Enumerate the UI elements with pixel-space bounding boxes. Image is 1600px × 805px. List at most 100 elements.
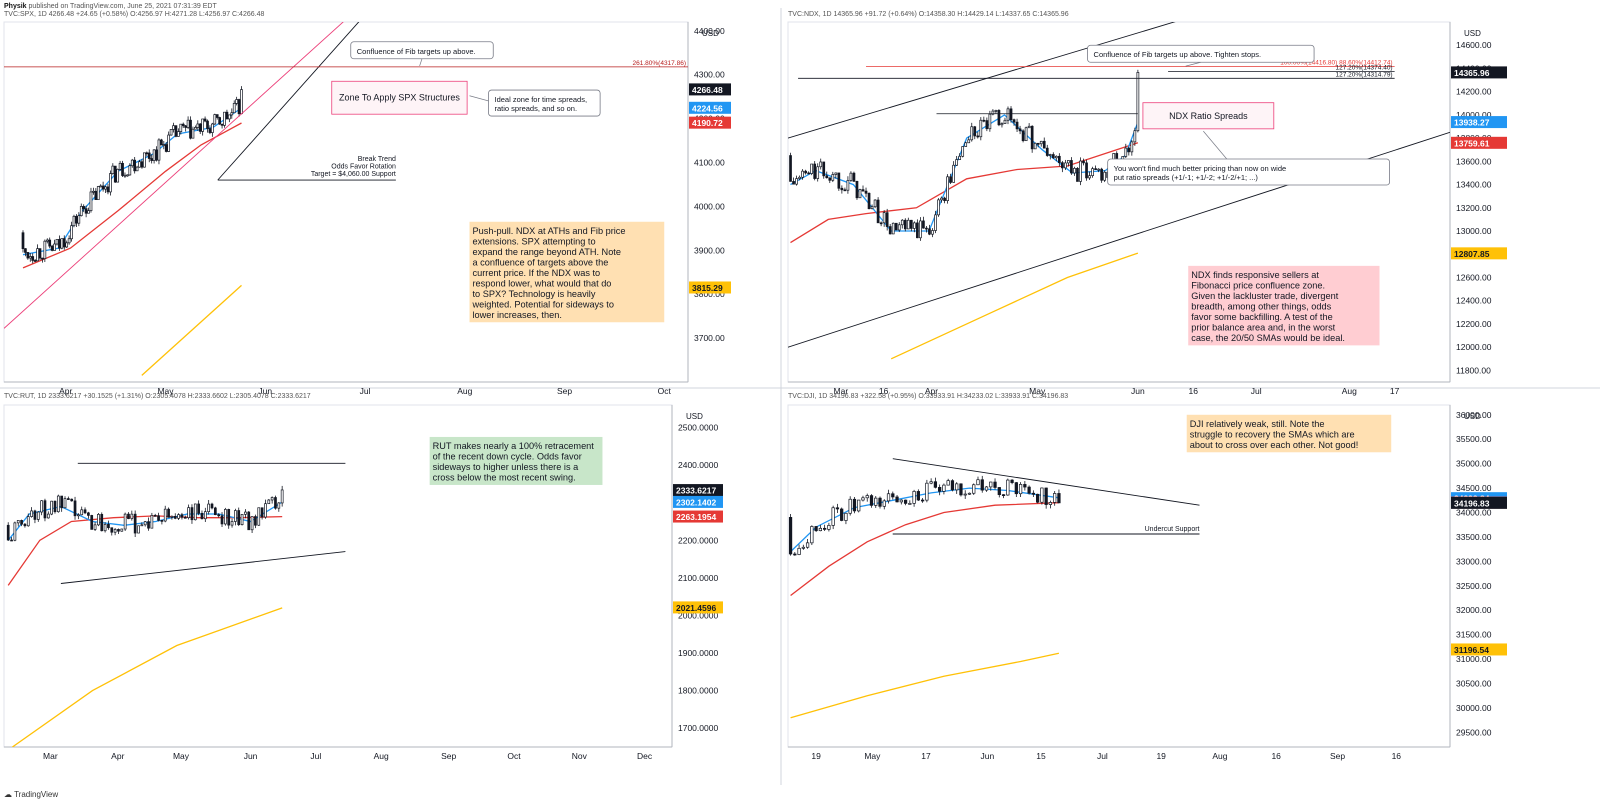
tradingview-footer[interactable]: ☁ TradingView [4,790,58,799]
dji-price-tag [1451,643,1507,656]
rut-x-tick: Nov [572,751,588,761]
ndx-candle [1036,142,1040,145]
spx-symbol-header[interactable]: TVC:SPX, 1D 4266.48 +24.65 (+0.58%) O:42… [4,11,264,18]
ndx-zone-label: NDX Ratio Spreads [1169,111,1248,121]
rut-candle [247,511,251,531]
spx-candle [184,125,188,128]
ndx-candle [909,219,913,229]
ndx-candle [937,199,940,216]
ndx-candle [1076,167,1079,182]
ndx-candle [949,176,952,183]
spx-candle [109,173,112,193]
dji-y-tick: 30500.00 [1456,678,1492,688]
rut-candle [50,500,53,515]
spx-candle [118,162,122,170]
ndx-candle [916,222,919,239]
spx-y-tick: 3900.00 [694,245,725,255]
rut-candle [173,516,177,519]
spx-candle [162,144,166,146]
spx-candle [43,240,47,259]
ndx-candle [813,163,817,179]
rut-candle [90,515,94,530]
dji-candle [959,483,963,496]
rut-analysis-note-text: sideways to higher unless there is a [433,462,579,472]
rut-sma200-line [12,607,283,747]
spx-candle [58,239,61,249]
dji-sma20-line [790,487,1059,553]
ndx-candle [961,146,965,157]
spx-candle [55,239,59,245]
rut-candle [140,524,144,527]
spx-analysis-note-text: respond lower, what would that do [473,278,612,288]
ndx-callout[interactable] [1087,44,1315,63]
ndx-analysis-note[interactable] [1188,265,1380,346]
ndx-zone-box[interactable] [1142,102,1275,130]
rut-chart[interactable]: TVC:RUT, 1D 2333.6217 +30.1525 (+1.31%) … [3,393,723,761]
rut-candle [110,527,114,533]
rut-x-tick: May [173,751,190,761]
rut-price-tag [673,510,723,523]
ndx-candle [1054,155,1058,159]
spx-x-tick: Oct [658,386,672,396]
rut-candle [130,513,134,520]
publish-info: published on TradingView.com, June 25, 2… [28,3,217,10]
spx-candle [62,238,66,248]
rut-y-tick: 2100.0000 [678,573,718,583]
ndx-candle [1048,154,1052,156]
rut-y-tick: 2500.0000 [678,423,718,433]
rut-candle [147,521,150,529]
spx-candle [38,248,42,259]
ndx-x-tick: Mar [834,386,849,396]
ndx-analysis-note-text: prior balance area and, in the worst [1191,322,1335,332]
spx-candle [45,239,49,242]
spx-candle [41,257,44,260]
dji-candle [886,493,891,502]
spx-zone-label: Zone To Apply SPX Structures [339,93,460,103]
spx-zone-box[interactable] [331,80,468,115]
spx-callout[interactable] [350,41,494,60]
ndx-candle [822,161,826,177]
spx-candle [194,127,197,130]
rut-x-tick: Jun [244,751,258,761]
ndx-candle [1018,128,1022,132]
author-name[interactable]: Physik [4,3,27,10]
spx-candle [167,134,171,152]
ndx-candle [928,228,931,235]
ndx-candle [1127,147,1131,153]
ndx-callout[interactable] [1107,158,1390,186]
dji-candle [984,486,989,491]
rut-candle [224,509,227,525]
dji-x-tick: 16 [1392,751,1402,761]
spx-x-tick: Jun [258,386,272,396]
spx-callout[interactable] [488,89,601,117]
spx-chart[interactable]: TVC:SPX, 1D 4266.48 +24.65 (+0.58%) O:42… [3,4,731,396]
rut-candle [13,522,17,541]
ndx-chart[interactable]: TVC:NDX, 1D 14365.96 +91.72 (+0.64%) O:1… [787,1,1507,396]
spx-y-tick: 4400.00 [694,26,725,36]
ndx-candle [919,220,922,239]
dji-candle [831,507,835,526]
dji-plot-area [788,458,1200,719]
spx-analysis-note[interactable] [469,221,665,323]
ndx-candle [1133,130,1137,143]
rut-analysis-note[interactable] [429,436,603,485]
dji-candle [1036,493,1040,503]
spx-candle [160,139,163,146]
dji-candle [1006,479,1010,496]
dji-y-tick: 31000.00 [1456,654,1492,664]
publish-header: Physik published on TradingView.com, Jun… [4,2,217,11]
spx-candle [126,174,129,177]
ndx-symbol-header[interactable]: TVC:NDX, 1D 14365.96 +91.72 (+0.64%) O:1… [788,11,1069,18]
spx-candle [31,256,35,261]
ndx-candle [1015,121,1019,130]
rut-symbol-header[interactable]: TVC:RUT, 1D 2333.6217 +30.1525 (+1.31%) … [4,393,311,400]
dji-symbol-header[interactable]: TVC:DJI, 1D 34196.83 +322.58 (+0.95%) O:… [788,393,1068,400]
dji-chart[interactable]: TVC:DJI, 1D 34196.83 +322.58 (+0.95%) O:… [787,393,1507,761]
ndx-callout-pointer [1185,61,1201,67]
spx-candle [164,144,168,152]
spx-candle [123,174,127,177]
spx-plot-frame [3,21,689,383]
dji-analysis-note[interactable] [1186,414,1392,453]
spx-x-tick: Aug [457,386,472,396]
ndx-candle [885,212,889,227]
